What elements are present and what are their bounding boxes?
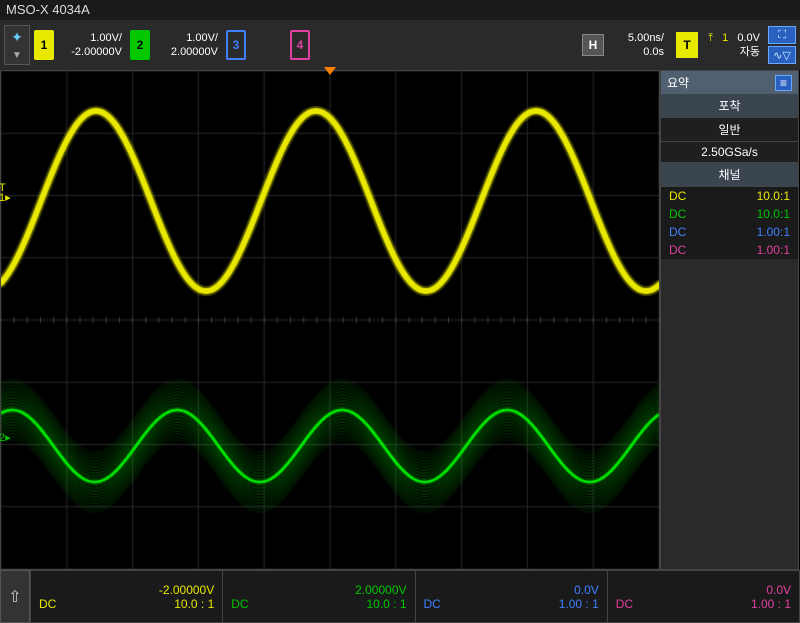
ch2-gnd-marker: 2▸ (0, 433, 11, 443)
bottom-cell[interactable]: 0.0VDC1.00 : 1 (608, 571, 799, 622)
side-summary-header[interactable]: 요약 ≡ (661, 71, 798, 94)
ch2-offset: 2.00000V (156, 45, 218, 59)
grip-down-icon: ▼ (12, 50, 22, 61)
side-ch-row: DC1.00:1 (661, 223, 798, 241)
ch4-block[interactable]: 4 (290, 25, 310, 65)
trigger-position-marker (324, 67, 336, 75)
zoom-select-icon[interactable]: ⛶ (768, 26, 796, 44)
side-ch-row: DC10.0:1 (661, 187, 798, 205)
side-panel: 요약 ≡ 포착 일반 2.50GSa/s 채널 DC10.0:1DC10.0:1… (660, 70, 799, 570)
t-badge: T (676, 32, 698, 58)
ch1-badge: 1 (34, 30, 54, 60)
waveform-display[interactable]: T1▸ 2▸ (0, 70, 660, 570)
ch2-block[interactable]: 2 1.00V/ 2.00000V (130, 25, 222, 65)
trig-source: 1 (716, 32, 734, 44)
model-label: MSO-X 4034A (6, 2, 90, 17)
ch1-block[interactable]: 1 1.00V/ -2.00000V (34, 25, 126, 65)
ch1-offset: -2.00000V (60, 45, 122, 59)
autoscale-icon[interactable]: ∿▽ (768, 46, 796, 64)
main-area: T1▸ 2▸ 요약 ≡ 포착 일반 2.50GSa/s 채널 DC10.0:1D… (0, 70, 800, 570)
top-toolbar: ✦ ▼ 1 1.00V/ -2.00000V 2 1.00V/ 2.00000V… (0, 20, 800, 70)
bottom-cell[interactable]: -2.00000VDC10.0 : 1 (31, 571, 223, 622)
title-bar: MSO-X 4034A (0, 0, 800, 20)
waveform-canvas (1, 71, 659, 569)
h-delay: 0.0s (608, 45, 664, 59)
h-badge: H (582, 34, 604, 56)
grip-star-icon: ✦ (11, 29, 23, 46)
bottom-cells: -2.00000VDC10.0 : 12.00000VDC10.0 : 10.0… (30, 570, 800, 623)
menu-grip[interactable]: ✦ ▼ (4, 25, 30, 65)
ch3-badge: 3 (226, 30, 246, 60)
trig-level: 0.0V (737, 32, 760, 44)
horizontal-block[interactable]: H 5.00ns/ 0.0s (582, 31, 664, 59)
bottom-bar: ⇧ -2.00000VDC10.0 : 12.00000VDC10.0 : 10… (0, 570, 800, 623)
bottom-cell[interactable]: 0.0VDC1.00 : 1 (416, 571, 608, 622)
trig-edge-icon: ⤒ (708, 32, 713, 44)
ch2-vdiv: 1.00V/ (156, 31, 218, 45)
expand-up-button[interactable]: ⇧ (0, 570, 30, 623)
ch3-block[interactable]: 3 (226, 25, 246, 65)
side-ch-row: DC10.0:1 (661, 205, 798, 223)
side-ch-header: 채널 (661, 163, 798, 187)
side-sample-rate: 2.50GSa/s (661, 142, 798, 163)
top-icon-group: ⛶ ∿▽ (768, 26, 796, 64)
ch4-badge: 4 (290, 30, 310, 60)
side-summary-label: 요약 (667, 74, 689, 91)
side-ch-row: DC1.00:1 (661, 241, 798, 259)
trig-mode: 자동 (702, 45, 760, 59)
ch1-vdiv: 1.00V/ (60, 31, 122, 45)
menu-icon[interactable]: ≡ (775, 75, 792, 91)
side-acq-header: 포착 (661, 94, 798, 118)
side-ch-list: DC10.0:1DC10.0:1DC1.00:1DC1.00:1 (661, 187, 798, 259)
h-timediv: 5.00ns/ (608, 31, 664, 45)
ch1-gnd-marker: T1▸ (0, 183, 11, 203)
trigger-block[interactable]: T ⤒ 1 0.0V 자동 (676, 31, 760, 59)
ch2-badge: 2 (130, 30, 150, 60)
side-acq-mode: 일반 (661, 118, 798, 142)
bottom-cell[interactable]: 2.00000VDC10.0 : 1 (223, 571, 415, 622)
